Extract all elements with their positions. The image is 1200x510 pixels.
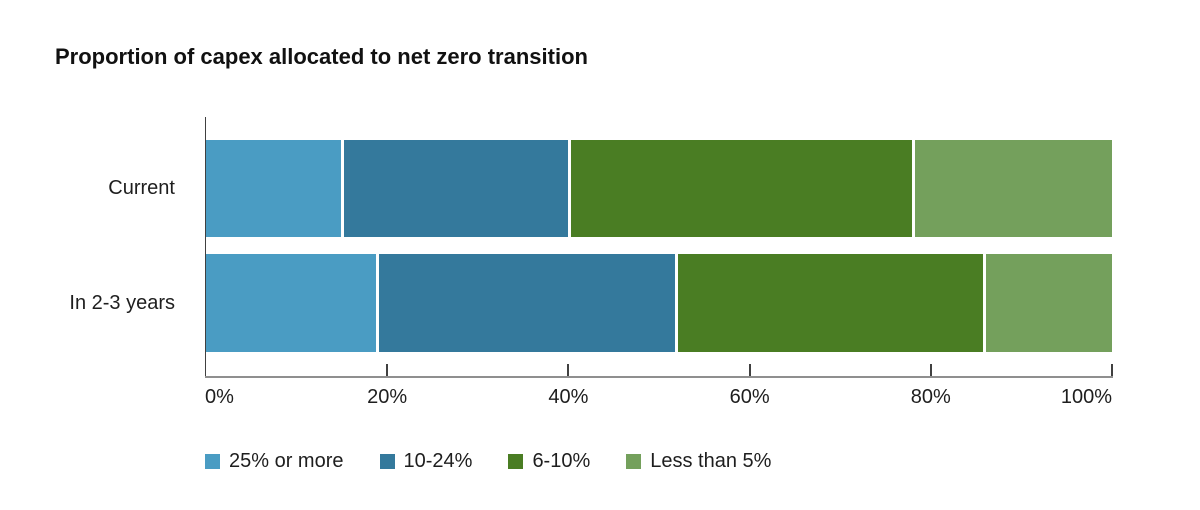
bar-segment-25-or-more <box>206 140 341 237</box>
bar-segment-less-than-5- <box>986 254 1113 352</box>
legend-label: Less than 5% <box>650 450 772 472</box>
bar-segment-25-or-more <box>206 254 377 352</box>
x-axis-tick-label: 20% <box>367 386 408 408</box>
x-axis-tick-label: 40% <box>548 386 589 408</box>
plot-area: 0% 20% 40% 60% 80% 100% <box>205 110 1113 420</box>
legend-item-less-than-5-: Less than 5% <box>626 450 771 473</box>
legend-item-10-24-: 10-24% <box>379 450 473 473</box>
x-axis-tick <box>567 364 570 376</box>
legend-item-6-10-: 6-10% <box>508 450 590 473</box>
bar-segment-less-than-5- <box>914 140 1112 237</box>
bar-in-2-3-years <box>206 254 1113 352</box>
x-axis-line <box>205 376 1113 378</box>
bar-segment-6-10- <box>570 140 912 237</box>
x-axis-tick-label: 80% <box>910 386 951 408</box>
bar-segment-10-24- <box>343 140 568 237</box>
legend-item-25-or-more: 25% or more <box>205 450 344 473</box>
legend-swatch-icon <box>508 454 524 469</box>
category-label: Current <box>108 177 175 199</box>
x-axis-tick <box>929 364 932 376</box>
legend-swatch-icon <box>205 454 220 469</box>
y-axis-line <box>205 117 206 377</box>
x-axis-tick-label: 100% <box>1060 386 1112 408</box>
x-axis-tick <box>748 364 751 376</box>
legend-swatch-icon <box>379 454 395 469</box>
x-axis-tick <box>386 364 389 376</box>
legend-label: 10-24% <box>403 450 473 472</box>
bar-segment-10-24- <box>379 254 676 352</box>
bar-segment-6-10- <box>678 254 984 352</box>
x-axis-tick-label: 0% <box>205 386 234 408</box>
x-axis-tick-label: 60% <box>729 386 770 408</box>
legend-swatch-icon <box>626 454 642 469</box>
category-label: In 2-3 years <box>69 291 175 314</box>
legend-label: 6-10% <box>532 450 591 472</box>
chart-title: Proportion of capex allocated to net zer… <box>55 44 588 69</box>
legend-label: 25% or more <box>229 450 344 472</box>
legend: 25% or more 10-24% 6-10% Less than 5% <box>205 450 771 473</box>
bar-current <box>206 140 1112 237</box>
x-axis-tick <box>1111 364 1113 376</box>
